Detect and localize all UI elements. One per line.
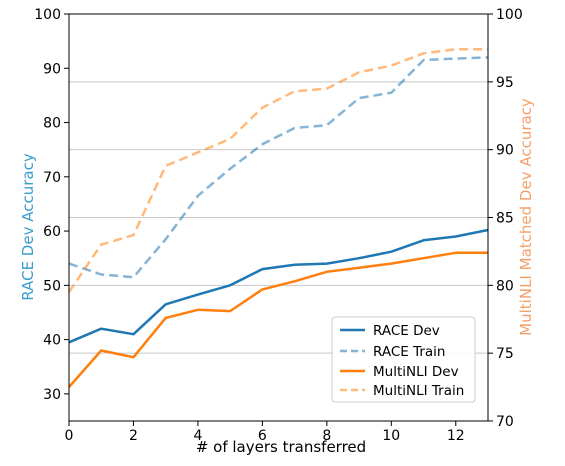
left-tick-label: 100 (34, 7, 61, 23)
right-tick-label: 80 (496, 278, 514, 294)
right-tick-label: 95 (496, 75, 514, 91)
left-tick-label: 70 (43, 170, 61, 186)
left-tick-label: 50 (43, 278, 61, 294)
x-tick-label: 10 (382, 428, 400, 444)
right-axis-ticks: 70 75 80 85 90 95 100 (488, 7, 523, 430)
series-line-multinli-train (67, 48, 488, 293)
x-tick-label: 8 (322, 428, 331, 444)
left-tick-label: 80 (43, 116, 61, 132)
legend-label-multinli-train: MultiNLI Train (373, 383, 464, 399)
legend-label-race-dev: RACE Dev (373, 323, 440, 339)
x-tick-label: 0 (65, 428, 74, 444)
legend-label-multinli-dev: MultiNLI Dev (373, 364, 459, 380)
right-tick-label: 70 (496, 414, 514, 430)
right-axis-title: MultiNLI Matched Dev Accuracy (517, 98, 535, 336)
series-lines (67, 48, 489, 388)
right-tick-label: 90 (496, 143, 514, 159)
right-tick-label: 85 (496, 211, 514, 227)
series-line-race-train (68, 56, 489, 279)
left-tick-label: 90 (43, 61, 61, 77)
legend: RACE Dev RACE Train MultiNLI Dev MultiNL… (331, 316, 476, 403)
x-tick-label: 2 (129, 428, 138, 444)
x-tick-label: 12 (447, 428, 465, 444)
left-tick-label: 60 (43, 224, 61, 240)
x-axis-ticks: 0 2 4 6 8 10 12 (65, 421, 465, 444)
left-tick-label: 30 (43, 387, 61, 403)
x-tick-label: 6 (258, 428, 267, 444)
left-axis-ticks: 30 40 50 60 70 80 90 100 (34, 7, 69, 403)
legend-label-race-train: RACE Train (373, 344, 445, 360)
series-line-race-dev (68, 228, 489, 344)
right-tick-label: 75 (496, 346, 514, 362)
left-tick-label: 40 (43, 333, 61, 349)
left-axis-title: RACE Dev Accuracy (19, 153, 37, 301)
series-line-multinli-dev (68, 251, 488, 388)
x-axis-title: # of layers transferred (196, 438, 366, 456)
x-tick-label: 4 (193, 428, 202, 444)
legend-box (331, 316, 476, 403)
right-tick-label: 100 (496, 7, 523, 23)
